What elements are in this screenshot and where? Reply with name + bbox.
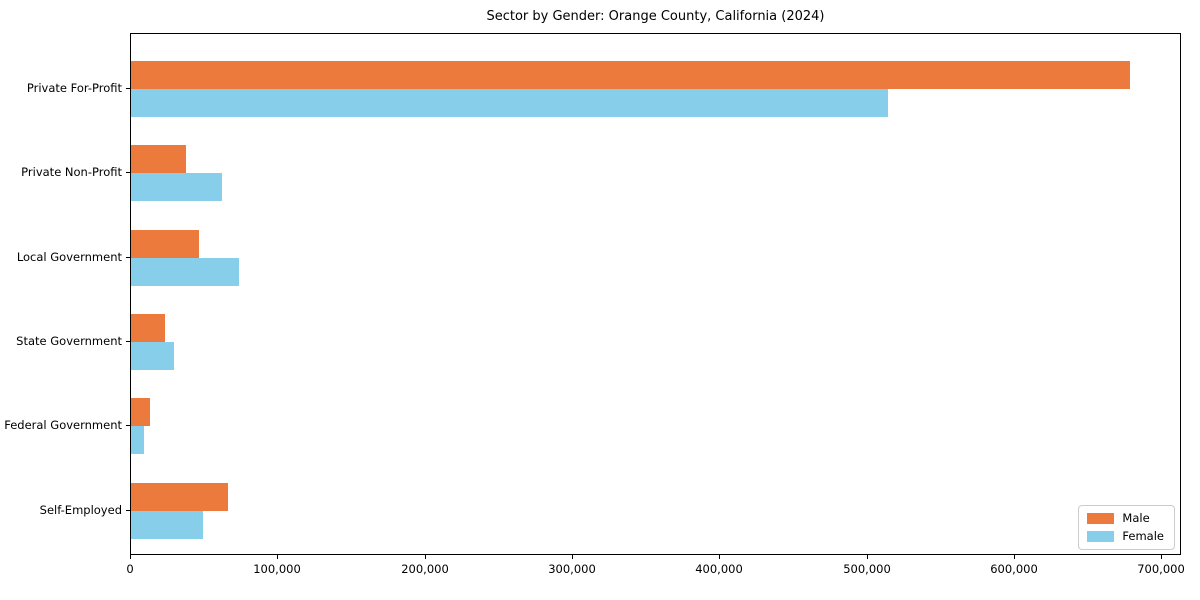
- x-tick-mark-7: [1161, 555, 1162, 559]
- y-tick-mark-1: [126, 172, 130, 174]
- y-tick-label-1: Private Non-Profit: [21, 165, 122, 180]
- y-tick-mark-3: [126, 340, 130, 342]
- bar-male-2: [131, 229, 199, 258]
- bar-male-1: [131, 145, 186, 174]
- chart-title: Sector by Gender: Orange County, Califor…: [486, 9, 825, 24]
- x-tick-label-3: 300,000: [548, 562, 596, 576]
- y-tick-mark-0: [126, 88, 130, 89]
- x-tick-mark-1: [277, 555, 278, 559]
- y-tick-mark-5: [126, 509, 130, 511]
- bar-female-4: [131, 426, 144, 455]
- bar-female-1: [131, 173, 222, 202]
- x-tick-mark-5: [867, 555, 868, 559]
- bar-male-3: [131, 313, 165, 342]
- legend-label-male: Male: [1122, 511, 1150, 525]
- bar-male-0: [131, 61, 1130, 89]
- x-tick-mark-0: [130, 555, 131, 559]
- legend-swatch-female: [1087, 531, 1115, 542]
- y-tick-mark-4: [126, 425, 130, 427]
- x-tick-label-0: 0: [126, 562, 134, 576]
- x-tick-label-7: 700,000: [1137, 562, 1185, 576]
- x-tick-mark-4: [719, 555, 720, 559]
- bar-female-2: [131, 257, 239, 286]
- bar-male-5: [131, 482, 228, 511]
- bar-male-4: [131, 398, 150, 427]
- x-tick-label-4: 400,000: [695, 562, 743, 576]
- y-tick-label-2: Local Government: [16, 249, 122, 264]
- x-tick-mark-6: [1014, 555, 1015, 559]
- legend-item-female: Female: [1087, 530, 1164, 543]
- x-tick-label-6: 600,000: [990, 562, 1038, 576]
- plot-area: Male Female: [130, 33, 1181, 555]
- x-tick-label-2: 200,000: [401, 562, 449, 576]
- y-tick-label-4: Federal Government: [4, 418, 122, 433]
- x-tick-mark-2: [425, 555, 426, 559]
- x-tick-mark-3: [572, 555, 573, 559]
- legend-swatch-male: [1087, 513, 1115, 524]
- legend-item-male: Male: [1087, 512, 1164, 525]
- bar-female-5: [131, 510, 203, 539]
- y-tick-label-0: Private For-Profit: [26, 81, 122, 95]
- bar-female-3: [131, 341, 174, 370]
- legend-label-female: Female: [1122, 529, 1164, 543]
- y-tick-mark-2: [126, 256, 130, 258]
- y-tick-label-3: State Government: [16, 333, 122, 348]
- x-tick-label-1: 100,000: [253, 562, 301, 576]
- y-tick-label-5: Self-Employed: [39, 502, 122, 517]
- x-tick-label-5: 500,000: [843, 562, 891, 576]
- legend: Male Female: [1078, 505, 1175, 550]
- bar-female-0: [131, 89, 888, 117]
